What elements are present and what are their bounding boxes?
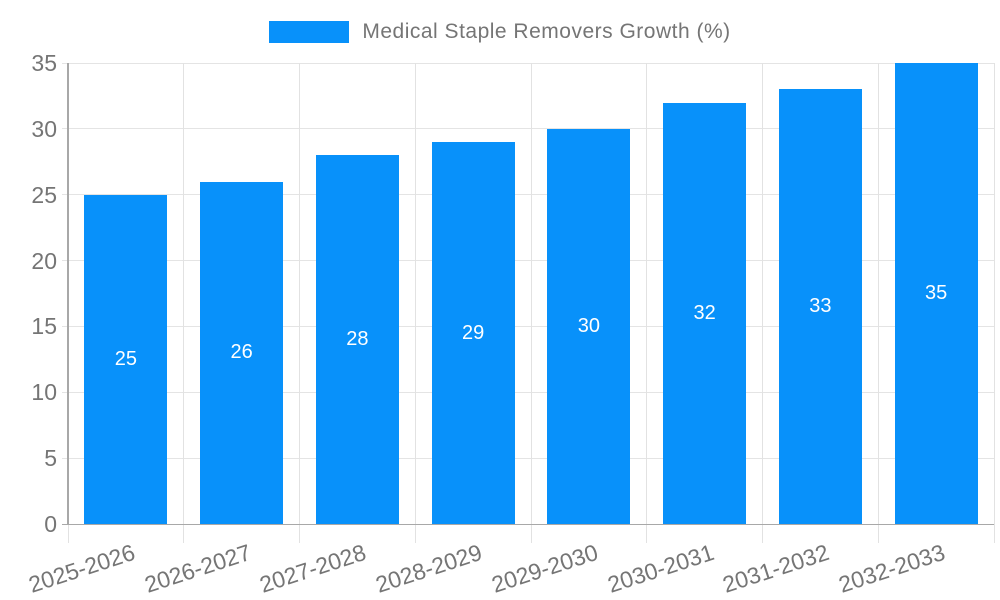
h-gridline <box>62 62 994 64</box>
bar[interactable]: 33 <box>778 89 862 524</box>
bar[interactable]: 30 <box>547 128 631 524</box>
y-tick-label: 15 <box>31 313 57 340</box>
bar[interactable]: 25 <box>84 194 168 524</box>
v-gridline <box>530 63 532 543</box>
h-gridline <box>62 457 994 459</box>
bar[interactable]: 29 <box>431 142 515 524</box>
legend-swatch <box>269 21 350 43</box>
x-tick-label: 2026-2027 <box>141 539 254 598</box>
y-tick-label: 30 <box>31 115 57 142</box>
v-gridline <box>183 63 185 543</box>
x-tick-label: 2029-2030 <box>488 539 601 598</box>
bar[interactable]: 32 <box>663 102 747 524</box>
h-gridline <box>62 325 994 327</box>
h-gridline <box>62 194 994 196</box>
bar-value-label: 29 <box>462 321 485 344</box>
v-gridline <box>762 63 763 543</box>
legend[interactable]: Medical Staple Removers Growth (%) <box>0 20 1000 44</box>
legend-label: Medical Staple Removers Growth (%) <box>362 20 731 43</box>
bar-value-label: 26 <box>230 341 253 364</box>
bar-value-label: 30 <box>577 314 600 337</box>
bar-value-label: 35 <box>925 282 948 304</box>
bar-value-label: 32 <box>693 301 716 324</box>
h-gridline <box>62 391 994 393</box>
x-tick-label: 2030-2031 <box>604 539 717 598</box>
bar-value-label: 25 <box>114 347 137 370</box>
y-axis-line <box>67 63 69 524</box>
y-tick-label: 10 <box>31 379 57 406</box>
bar-value-label: 28 <box>346 328 369 351</box>
h-gridline <box>62 128 994 130</box>
x-tick-label: 2032-2033 <box>835 539 949 598</box>
x-tick-label: 2031-2032 <box>719 539 833 598</box>
h-gridline <box>62 260 994 262</box>
x-axis-line <box>62 523 994 525</box>
v-gridline <box>646 63 648 543</box>
v-gridline <box>993 63 995 543</box>
bar[interactable]: 26 <box>200 181 284 524</box>
bar[interactable]: 28 <box>315 155 399 524</box>
v-gridline <box>299 63 300 543</box>
x-axis-tick <box>67 524 69 543</box>
y-tick-label: 5 <box>44 445 57 472</box>
v-gridline <box>877 63 879 543</box>
v-gridline <box>414 63 416 543</box>
bar-value-label: 33 <box>809 295 832 318</box>
x-tick-label: 2025-2026 <box>25 539 138 598</box>
bar[interactable]: 35 <box>894 63 978 524</box>
y-tick-label: 0 <box>44 511 57 537</box>
x-tick-label: 2027-2028 <box>256 539 370 598</box>
y-tick-label: 35 <box>31 50 57 76</box>
y-tick-label: 25 <box>31 181 57 208</box>
y-tick-label: 20 <box>31 247 57 274</box>
x-tick-label: 2028-2029 <box>372 539 486 598</box>
